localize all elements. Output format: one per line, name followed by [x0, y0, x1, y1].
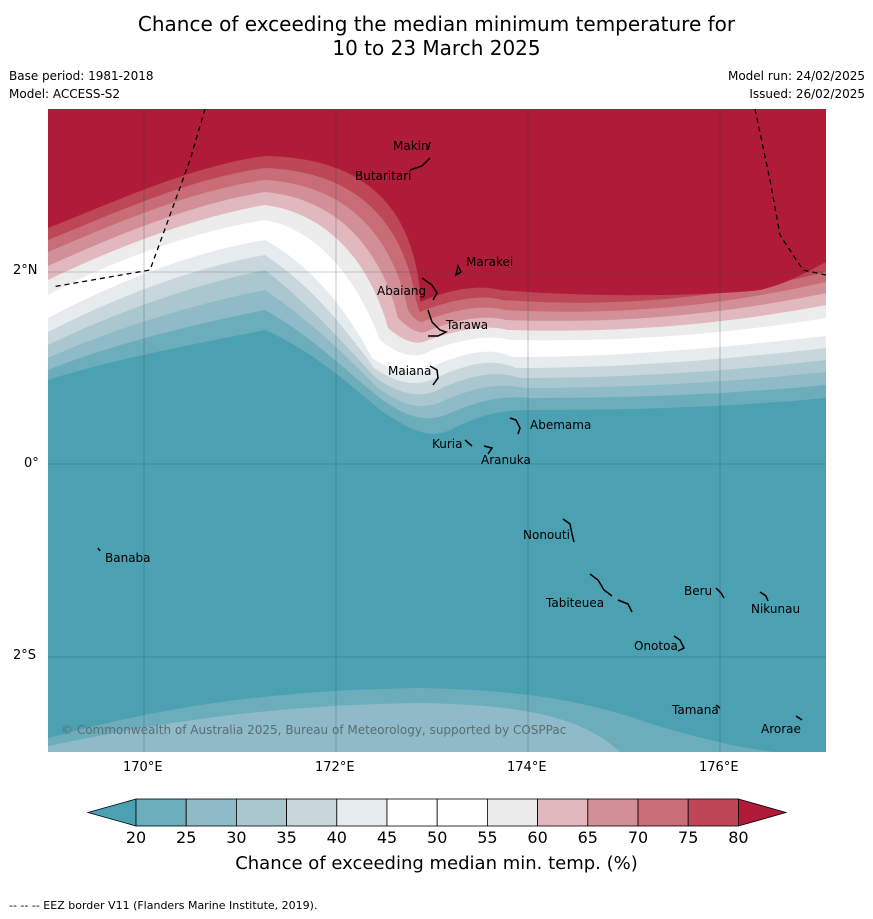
- colorbar-tick-label: 50: [427, 828, 448, 847]
- model-name: Model: ACCESS-S2: [9, 87, 121, 101]
- lat-label-2s: 2°S: [13, 648, 37, 663]
- copyright-notice: © Commonwealth of Australia 2025, Bureau…: [61, 723, 567, 737]
- colorbar-segment: [687, 798, 739, 827]
- colorbar-segment: [286, 798, 338, 827]
- place-label: Banaba: [105, 551, 151, 565]
- colorbar-tick-label: 75: [678, 828, 699, 847]
- lon-label-176: 176°E: [699, 760, 739, 775]
- colorbar-tick-label: 20: [125, 828, 147, 847]
- model-run: Model run: 24/02/2025: [727, 69, 865, 83]
- title-line-1: Chance of exceeding the median minimum t…: [137, 12, 736, 36]
- colorbar-tick-label: 60: [527, 828, 548, 847]
- place-label: Arorae: [761, 722, 801, 736]
- place-label: Abaiang: [377, 284, 427, 298]
- place-label: Maiana: [388, 364, 432, 378]
- colorbar-tick-label: 45: [376, 828, 398, 847]
- map-title: Chance of exceeding the median minimum t…: [0, 12, 873, 60]
- title-line-2: 10 to 23 March 2025: [332, 36, 541, 60]
- lat-label-2n: 2°N: [13, 263, 38, 278]
- place-label: Tabiteuea: [546, 596, 605, 610]
- colorbar-tick-label: 65: [577, 828, 598, 847]
- place-label: Nikunau: [751, 602, 801, 616]
- place-label: Butaritari: [355, 169, 412, 183]
- colorbar-tick-label: 40: [326, 828, 347, 847]
- colorbar-tick-label: 25: [176, 828, 197, 847]
- place-label: Nonouti: [523, 528, 570, 542]
- colorbar-tick-label: 30: [226, 828, 247, 847]
- meta-left: Base period: 1981-2018 Model: ACCESS-S2: [9, 67, 154, 103]
- issued-date: Issued: 26/02/2025: [749, 87, 865, 101]
- colorbar-segment: [235, 798, 287, 827]
- colorbar-tick-label: 35: [276, 828, 297, 847]
- probability-field: [48, 109, 826, 752]
- colorbar: [86, 798, 788, 827]
- lon-label-172: 172°E: [315, 760, 355, 775]
- island-outlines: [97, 141, 803, 721]
- colorbar-segment: [637, 798, 689, 827]
- lat-label-equator: 0°: [24, 456, 39, 471]
- place-label: Kuria: [432, 437, 463, 451]
- base-period: Base period: 1981-2018: [9, 69, 154, 83]
- colorbar-segment: [135, 798, 187, 827]
- eez-border: [51, 109, 826, 288]
- south-band-25: [48, 703, 620, 752]
- place-label: Aranuka: [481, 453, 531, 467]
- place-label: Tarawa: [446, 318, 489, 332]
- meta-right: Model run: 24/02/2025 Issued: 26/02/2025: [728, 67, 865, 103]
- band-above-80: [48, 109, 826, 302]
- eez-footnote: -- -- -- EEZ border V11 (Flanders Marine…: [9, 899, 318, 912]
- colorbar-segment: [336, 798, 388, 827]
- lon-label-170: 170°E: [123, 760, 163, 775]
- colorbar-segment: [486, 798, 538, 827]
- colorbar-segment: [537, 798, 589, 827]
- colorbar-label: Chance of exceeding median min. temp. (%…: [235, 853, 638, 874]
- place-label: Beru: [684, 584, 713, 598]
- colorbar-segment: [587, 798, 639, 827]
- place-label: Tamana: [672, 703, 719, 717]
- place-label: Marakei: [466, 255, 514, 269]
- lon-label-174: 174°E: [507, 760, 547, 775]
- colorbar-under-arrow: [86, 798, 137, 827]
- place-label: Onotoa: [634, 639, 678, 653]
- colorbar-segment: [436, 798, 488, 827]
- place-label: Abemama: [530, 418, 592, 432]
- place-label: Makin: [393, 139, 429, 153]
- colorbar-tick-label: 70: [627, 828, 649, 847]
- graticule: [48, 109, 826, 752]
- colorbar-tick-label: 80: [728, 828, 749, 847]
- colorbar-tick-label: 55: [477, 828, 498, 847]
- colorbar-segment: [386, 798, 438, 827]
- colorbar-over-arrow: [738, 798, 788, 827]
- colorbar-segment: [185, 798, 237, 827]
